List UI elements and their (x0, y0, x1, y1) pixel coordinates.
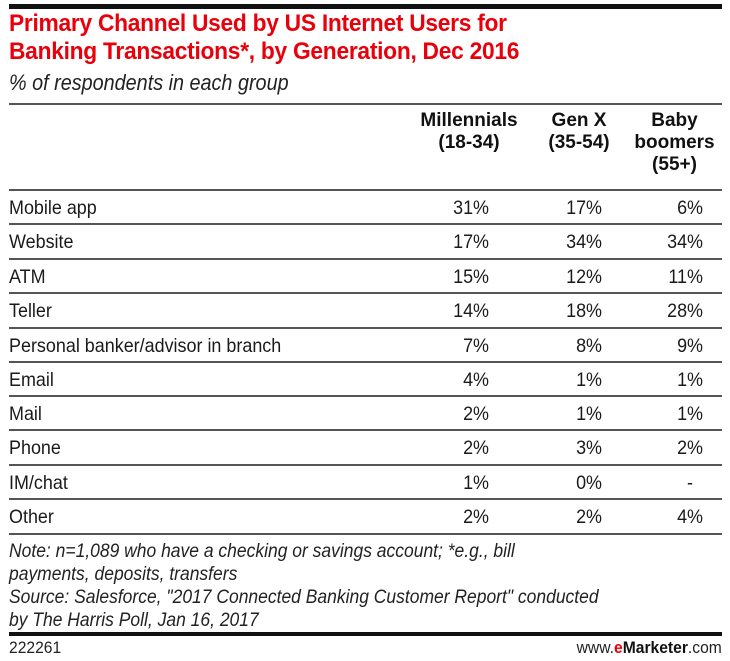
value-millennials: 1% (463, 472, 489, 494)
table-row: Mobile app 31% 17% 6% (9, 191, 722, 225)
row-label: Teller (9, 300, 52, 322)
row-divider (9, 395, 722, 397)
brand-suffix: .com (688, 638, 722, 657)
value-millennials: 2% (463, 437, 489, 459)
table-row: Mail 2% 1% 1% (9, 397, 722, 431)
value-genx: 12% (566, 266, 602, 288)
note-line: payments, deposits, transfers (9, 564, 238, 585)
brand-prefix: www. (576, 638, 615, 657)
row-divider (9, 361, 722, 363)
row-label: Mail (9, 403, 42, 425)
value-genx: 1% (576, 369, 602, 391)
value-baby-boomers: 1% (677, 403, 703, 425)
value-genx: 17% (566, 197, 602, 219)
row-divider (9, 498, 722, 500)
column-header-line: Baby (651, 110, 698, 131)
row-divider (9, 292, 722, 294)
row-divider (9, 464, 722, 466)
source-line: by The Harris Poll, Jan 16, 2017 (9, 610, 259, 631)
value-millennials: 31% (453, 197, 489, 219)
value-baby-boomers: 6% (677, 197, 703, 219)
column-header-line: (55+) (652, 154, 697, 175)
value-genx: 0% (576, 472, 602, 494)
value-genx: 34% (566, 231, 602, 253)
top-divider (9, 4, 722, 9)
column-header-line: Millennials (420, 110, 518, 131)
column-header-millennials: Millennials (18-34) (404, 110, 534, 154)
row-label: Website (9, 231, 74, 253)
row-divider (9, 327, 722, 329)
chart-subtitle: % of respondents in each group (9, 70, 289, 95)
row-label: ATM (9, 266, 46, 288)
title-line-2: Banking Transactions*, by Generation, De… (9, 38, 520, 65)
column-header-line: (18-34) (438, 132, 500, 153)
column-header-baby-boomers: Baby boomers (55+) (627, 110, 722, 176)
value-millennials: 7% (463, 335, 489, 357)
table-row: Other 2% 2% 4% (9, 500, 722, 534)
value-millennials: 17% (453, 231, 489, 253)
table-row: Teller 14% 18% 28% (9, 294, 722, 328)
row-label: Personal banker/advisor in branch (9, 335, 282, 357)
emarketer-logo: www.eMarketer.com (577, 638, 722, 658)
value-baby-boomers: 9% (677, 335, 703, 357)
value-millennials: 4% (463, 369, 489, 391)
column-header-line: (35-54) (548, 132, 610, 153)
table-row: Personal banker/advisor in branch 7% 8% … (9, 329, 722, 363)
value-baby-boomers: 1% (677, 369, 703, 391)
value-genx: 18% (566, 300, 602, 322)
table-row: Phone 2% 3% 2% (9, 431, 722, 465)
value-baby-boomers: 2% (677, 437, 703, 459)
row-label: IM/chat (9, 472, 68, 494)
table-row: ATM 15% 12% 11% (9, 260, 722, 294)
chart-id: 222261 (9, 638, 62, 657)
value-baby-boomers: 34% (667, 231, 703, 253)
row-divider (9, 429, 722, 431)
row-label: Mobile app (9, 197, 97, 219)
value-genx: 3% (576, 437, 602, 459)
value-millennials: 14% (453, 300, 489, 322)
header-top-divider (9, 103, 722, 105)
value-baby-boomers: 4% (677, 506, 703, 528)
brand-e: e (614, 638, 623, 657)
row-label: Phone (9, 437, 61, 459)
notes: Note: n=1,089 who have a checking or sav… (9, 540, 671, 632)
value-millennials: 2% (463, 506, 489, 528)
value-genx: 2% (576, 506, 602, 528)
chart-title: Primary Channel Used by US Internet User… (9, 10, 672, 66)
row-divider (9, 258, 722, 260)
row-label: Other (9, 506, 54, 528)
table-row: Email 4% 1% 1% (9, 363, 722, 397)
value-genx: 8% (576, 335, 602, 357)
table-bottom-divider (9, 533, 722, 535)
value-baby-boomers: 28% (667, 300, 703, 322)
table-row: IM/chat 1% 0% - (9, 466, 722, 500)
brand-name: Marketer (622, 638, 689, 657)
value-genx: 1% (576, 403, 602, 425)
row-label: Email (9, 369, 54, 391)
value-baby-boomers: - (687, 472, 693, 494)
title-line-1: Primary Channel Used by US Internet User… (9, 10, 507, 37)
value-millennials: 15% (453, 266, 489, 288)
column-header-line: Gen X (551, 110, 607, 131)
value-millennials: 2% (463, 403, 489, 425)
value-baby-boomers: 11% (668, 266, 703, 288)
source-line: Source: Salesforce, "2017 Connected Bank… (9, 587, 599, 608)
header-bottom-divider (9, 189, 722, 191)
note-line: Note: n=1,089 who have a checking or sav… (9, 541, 515, 562)
column-header-genx: Gen X (35-54) (534, 110, 624, 154)
bottom-divider (9, 632, 722, 636)
row-divider (9, 223, 722, 225)
column-header-line: boomers (634, 132, 715, 153)
table-row: Website 17% 34% 34% (9, 225, 722, 259)
